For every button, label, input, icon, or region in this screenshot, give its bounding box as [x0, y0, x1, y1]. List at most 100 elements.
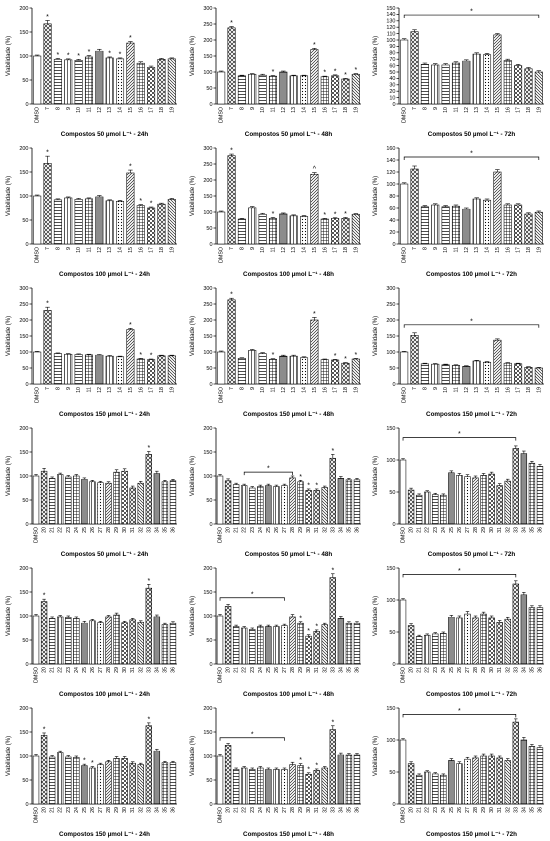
- chart-panel-15: 0 50 100 150 Viabilidade (%) DMSO 20 21 22 23 24 25…: [367, 560, 550, 700]
- x-axis-label: Compostos 150 µmol L⁻¹ - 48h: [243, 411, 334, 418]
- x-tick-label: 8: [55, 387, 61, 390]
- x-tick-label: 25: [82, 807, 88, 813]
- x-tick-label: 31: [497, 667, 503, 673]
- bar-32: [504, 760, 511, 805]
- bar-DMSO: [217, 211, 226, 245]
- significance-star: *: [315, 482, 318, 489]
- bar-7: [227, 299, 236, 385]
- bar-22: [424, 491, 431, 525]
- x-tick-label: 28: [290, 807, 296, 813]
- x-tick-label: 10: [443, 247, 449, 253]
- bar-24: [73, 618, 80, 665]
- x-tick-label: 35: [162, 667, 168, 673]
- x-tick-label: 20: [42, 807, 48, 813]
- x-tick-label: 26: [274, 527, 280, 533]
- x-tick-label: 35: [346, 527, 352, 533]
- bar-7: [410, 335, 419, 385]
- x-tick-label: 14: [302, 387, 308, 393]
- bar-DMSO: [33, 195, 42, 245]
- y-axis-label: Viabilidade (%): [6, 596, 12, 636]
- x-tick-label: DMSO: [402, 387, 408, 403]
- bar-7: [43, 163, 52, 245]
- bar-28: [105, 616, 112, 665]
- significance-star: *: [334, 68, 337, 75]
- y-axis-label: Viabilidade (%): [373, 596, 379, 636]
- bar-25: [265, 485, 272, 525]
- x-tick-label: 32: [322, 807, 328, 813]
- x-tick-label: 29: [114, 807, 120, 813]
- x-tick-label: 17: [149, 107, 155, 113]
- x-tick-label: 36: [537, 527, 543, 533]
- bar-34: [337, 754, 345, 805]
- x-tick-label: 17: [516, 387, 522, 393]
- bar-30: [488, 617, 495, 665]
- chart-panel-5: 0 50 100 150 200 250 300 Viabilidade (%) DMSO 7 8 9…: [184, 140, 367, 280]
- bar-34: [337, 478, 345, 525]
- chart-panel-11: 0 50 100 150 200 Viabilidade (%) DMSO 20 21 22 23 2…: [184, 420, 367, 560]
- y-tick-label: 100: [386, 350, 395, 356]
- bar-DMSO: [399, 599, 407, 665]
- y-tick-label: 40: [389, 218, 395, 224]
- bar-26: [89, 767, 96, 805]
- x-tick-label: 14: [118, 107, 124, 113]
- x-tick-label: 10: [76, 247, 82, 253]
- y-tick-label: 250: [203, 162, 212, 168]
- bar-26: [89, 481, 96, 525]
- bar-28: [472, 757, 479, 805]
- y-tick-label: 100: [19, 614, 28, 620]
- x-tick-label: 21: [50, 667, 56, 673]
- bar-23: [432, 773, 439, 805]
- x-tick-label: 12: [97, 107, 103, 113]
- x-tick-label: 27: [282, 807, 288, 813]
- bar-33: [512, 448, 519, 525]
- x-tick-label: 23: [250, 667, 256, 673]
- bar-7: [43, 23, 52, 105]
- chart-svg: 0 50 100 150 Viabilidade (%) DMSO 20 21 22 23 24 25…: [373, 706, 544, 838]
- x-tick-label: 10: [76, 107, 82, 113]
- bar-15: [126, 329, 135, 385]
- x-tick-label: 33: [146, 667, 152, 673]
- y-tick-label: 0: [392, 802, 395, 808]
- x-tick-label: 25: [449, 667, 455, 673]
- bar-DMSO: [400, 351, 409, 385]
- x-tick-label: 15: [128, 387, 134, 393]
- x-tick-label: 8: [239, 107, 245, 110]
- x-tick-label: 17: [333, 247, 339, 253]
- significance-star: *: [267, 466, 270, 473]
- significance-bracket: [403, 14, 540, 19]
- x-tick-label: 25: [266, 667, 272, 673]
- x-tick-label: 32: [138, 527, 144, 533]
- y-tick-label: 100: [19, 754, 28, 760]
- bar-28: [472, 477, 479, 525]
- x-tick-label: 14: [485, 107, 491, 113]
- significance-bracket: [402, 574, 517, 578]
- x-tick-label: 24: [441, 807, 447, 813]
- y-tick-label: 200: [203, 178, 212, 184]
- y-tick-label: 0: [392, 522, 395, 528]
- x-tick-label: 24: [258, 667, 264, 673]
- y-tick-label: 300: [19, 286, 28, 292]
- significance-star: *: [307, 766, 310, 773]
- y-tick-label: 300: [203, 6, 212, 12]
- y-tick-label: 200: [203, 706, 212, 712]
- y-tick-label: 200: [19, 426, 28, 432]
- bar-32: [321, 624, 328, 665]
- y-tick-label: 300: [386, 286, 395, 292]
- chart-svg: 0 50 100 150 200 Viabilidade (%) DMSO 7 8 9 10 11 12…: [6, 6, 177, 138]
- significance-star: *: [251, 591, 254, 598]
- x-tick-label: 12: [281, 107, 287, 113]
- significance-star: *: [458, 568, 461, 575]
- bar-18: [524, 68, 533, 105]
- x-tick-label: 27: [465, 527, 471, 533]
- bar-34: [153, 616, 161, 665]
- x-tick-label: 13: [474, 107, 480, 113]
- bar-22: [241, 627, 248, 665]
- bar-29: [297, 481, 304, 525]
- bar-35: [345, 479, 353, 525]
- x-tick-label: 27: [465, 667, 471, 673]
- significance-star: *: [299, 757, 302, 764]
- bar-16: [136, 358, 145, 385]
- x-tick-label: 24: [258, 527, 264, 533]
- bar-31: [496, 757, 503, 805]
- x-tick-label: 10: [443, 107, 449, 113]
